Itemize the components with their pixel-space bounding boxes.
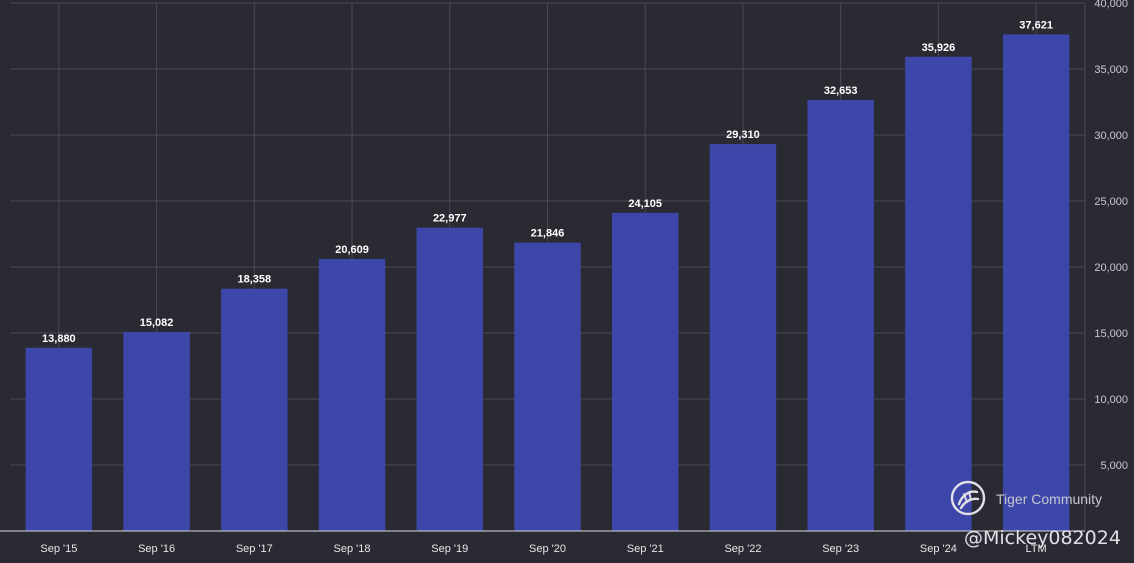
bar-value-label: 15,082: [140, 317, 174, 329]
bar-value-label: 13,880: [42, 333, 76, 345]
bar-value-label: 22,977: [433, 213, 467, 225]
bar-value-label: 32,653: [824, 85, 858, 97]
bar: [514, 242, 581, 531]
bar: [905, 56, 972, 532]
bar-value-label: 29,310: [726, 129, 760, 141]
y-tick-label: 15,000: [1094, 328, 1128, 340]
x-tick-label: Sep '17: [236, 543, 273, 555]
x-tick-label: Sep '22: [724, 543, 761, 555]
tiger-logo-icon: [950, 480, 986, 516]
bar-value-label: 24,105: [628, 198, 662, 210]
bar: [612, 212, 679, 531]
x-tick-label: Sep '23: [822, 543, 859, 555]
bar-value-label: 18,358: [237, 274, 271, 286]
x-tick-label: LTM: [1026, 543, 1047, 555]
y-tick-label: 35,000: [1094, 64, 1128, 76]
y-tick-label: 25,000: [1094, 196, 1128, 208]
x-tick-label: Sep '18: [334, 543, 371, 555]
bar: [221, 288, 288, 531]
y-tick-label: 30,000: [1094, 130, 1128, 142]
bar-value-label: 35,926: [922, 42, 956, 54]
bar-value-label: 21,846: [531, 228, 565, 240]
watermark-brand: Tiger Community: [996, 491, 1103, 507]
bar: [709, 144, 777, 531]
y-tick-label: 5,000: [1100, 460, 1128, 472]
bar: [25, 347, 93, 531]
x-tick-label: Sep '21: [627, 543, 664, 555]
y-tick-label: 10,000: [1094, 394, 1128, 406]
bar-value-label: 20,609: [335, 244, 369, 256]
bar: [416, 227, 483, 531]
x-tick-label: Sep '24: [920, 543, 957, 555]
x-tick-label: Sep '15: [40, 543, 77, 555]
bar: [123, 331, 190, 531]
watermark: Tiger Community @Mickey082024: [948, 478, 1128, 554]
bar: [318, 258, 386, 531]
bar: [807, 99, 874, 531]
x-tick-label: Sep '20: [529, 543, 566, 555]
x-tick-label: Sep '19: [431, 543, 468, 555]
bar-value-label: 37,621: [1019, 19, 1053, 31]
y-tick-label: 40,000: [1094, 0, 1128, 10]
watermark-handle: @Mickey082024: [964, 527, 1121, 549]
x-tick-label: Sep '16: [138, 543, 175, 555]
bar: [1002, 34, 1070, 531]
y-tick-label: 20,000: [1094, 262, 1128, 274]
